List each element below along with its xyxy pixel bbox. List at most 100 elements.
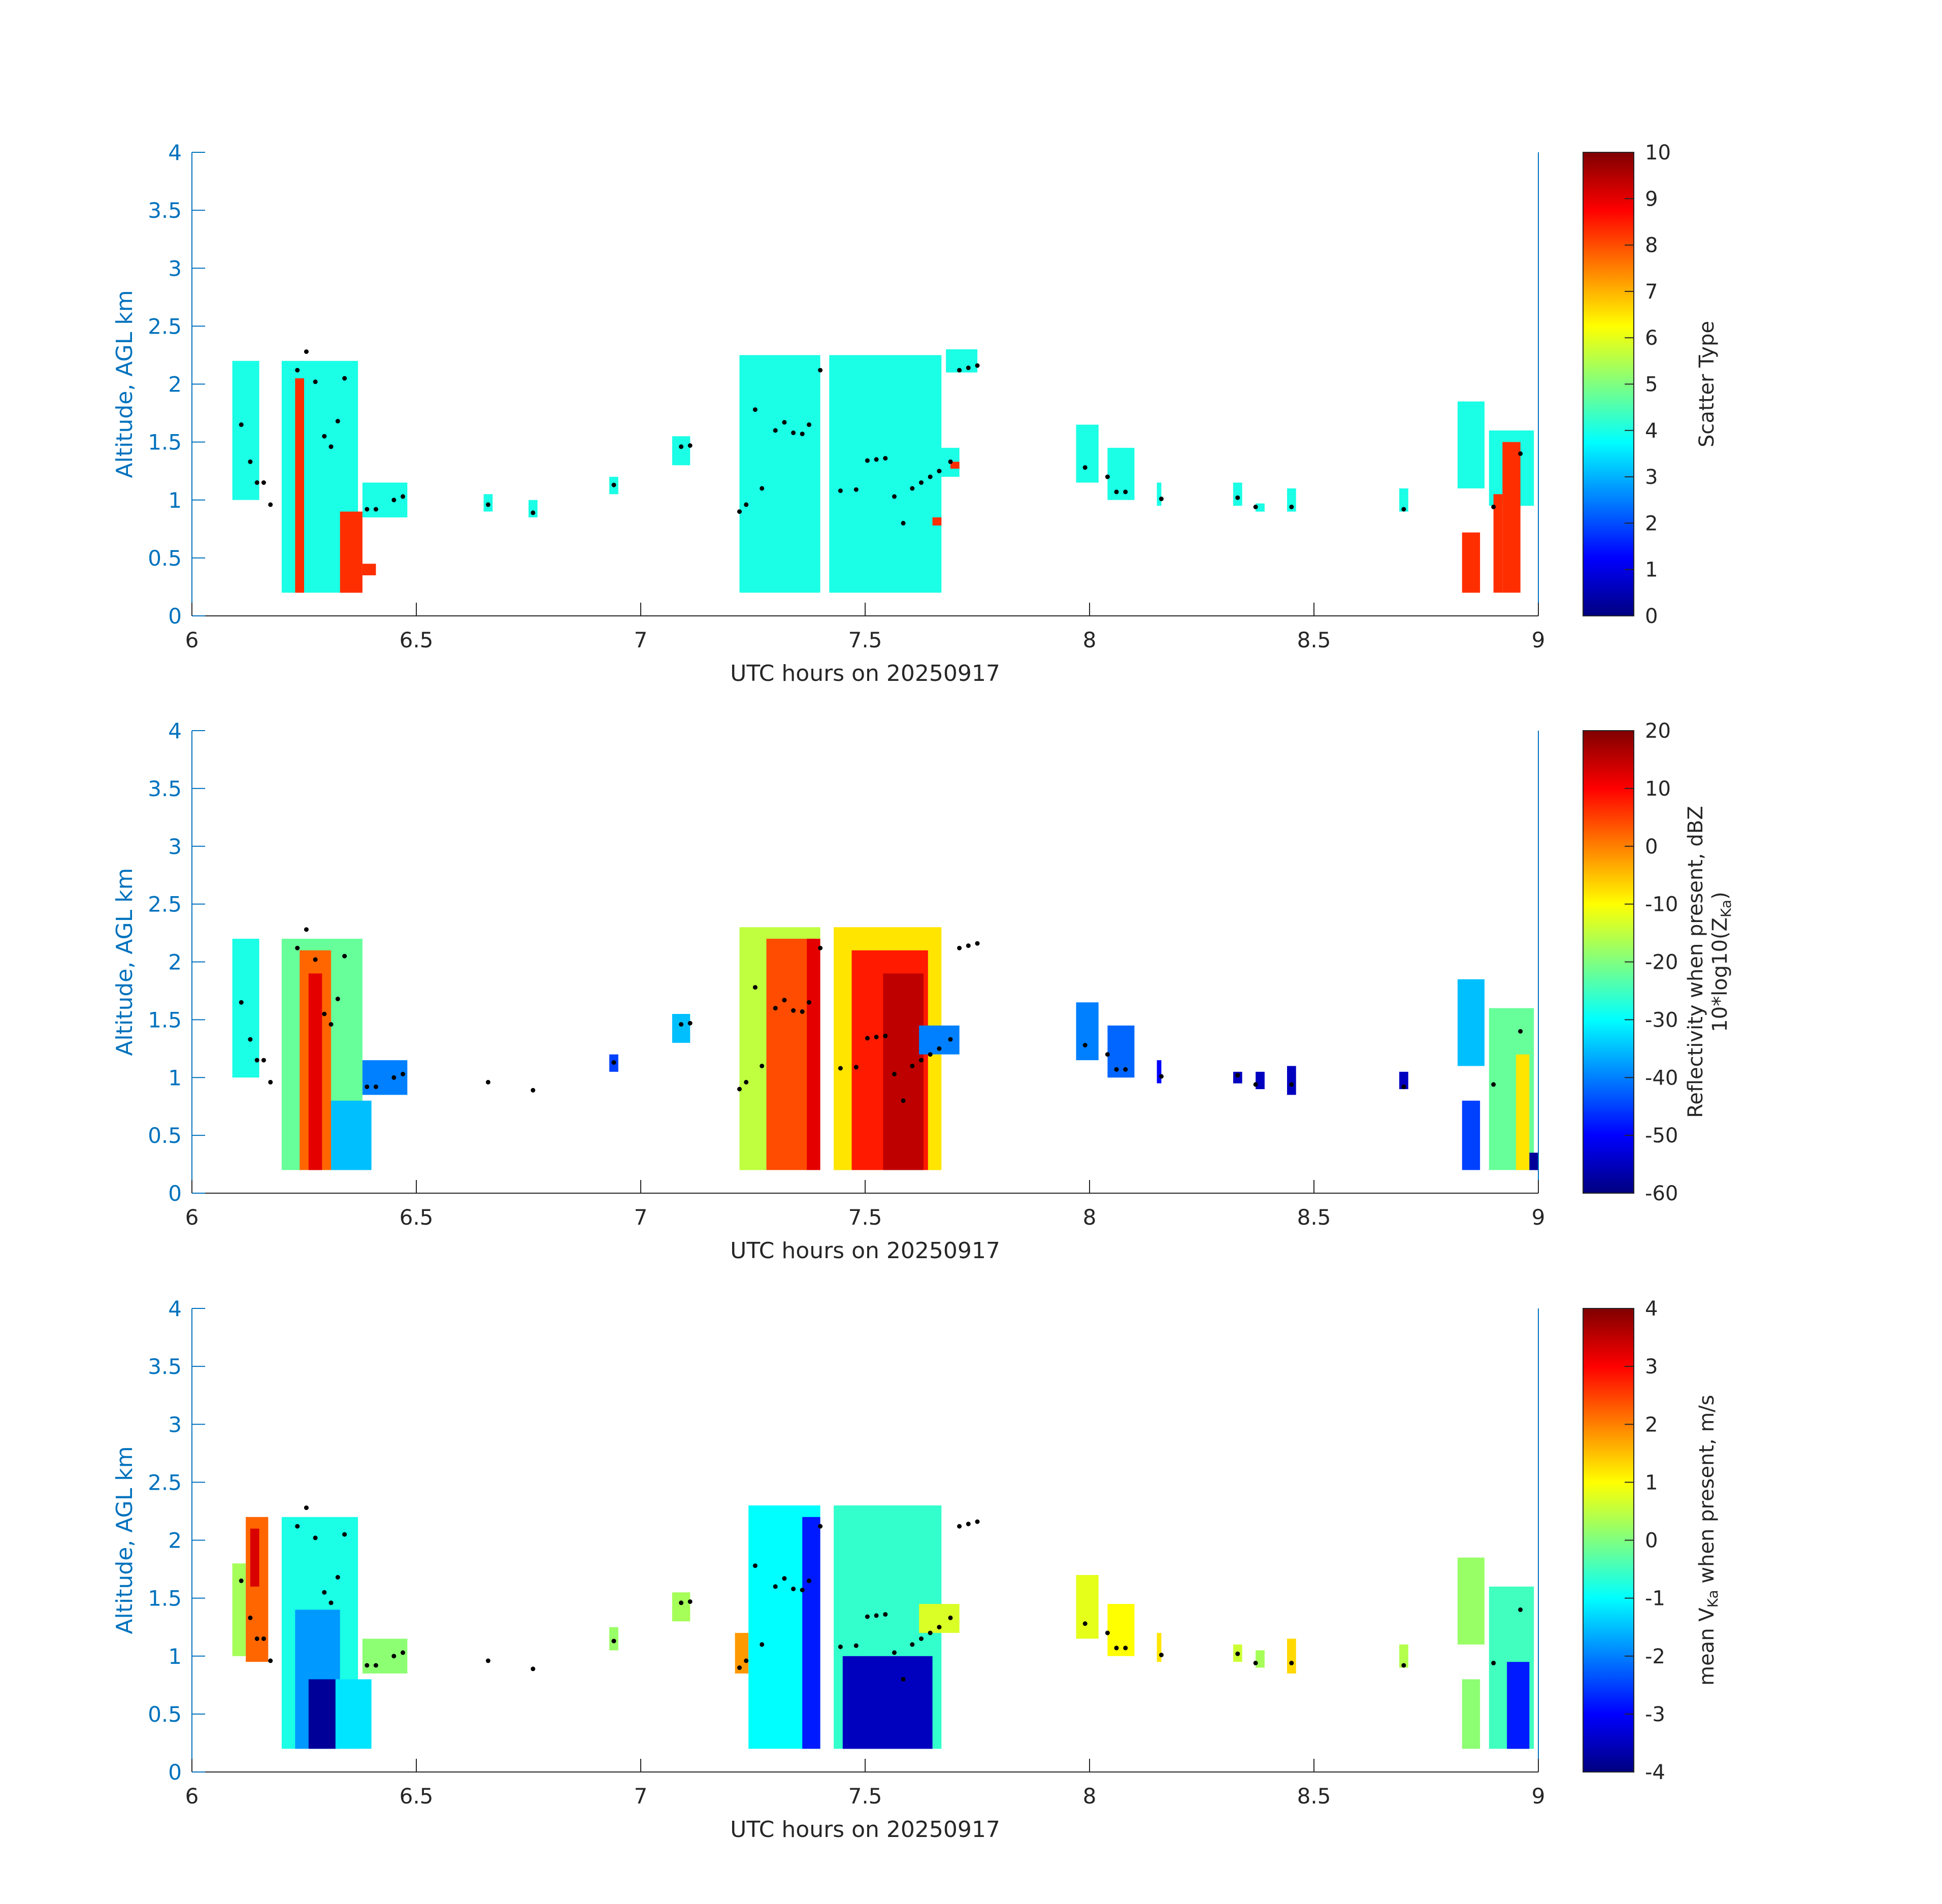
y-tick-label: 3 <box>168 1412 182 1437</box>
overlay-point-1-44 <box>966 366 971 370</box>
x-tick-label: 6.5 <box>400 628 434 652</box>
overlay-point-3-52 <box>1253 1660 1258 1665</box>
heatmap-cell-2-10 <box>807 938 820 1170</box>
overlay-point-3-6 <box>304 1505 309 1511</box>
overlay-point-2-38 <box>910 1064 915 1068</box>
overlay-point-2-52 <box>1253 1082 1258 1087</box>
heatmap-cell-3-5 <box>308 1679 336 1749</box>
overlay-point-1-21 <box>737 509 742 514</box>
colorbar-tick-label: 0 <box>1645 605 1658 628</box>
overlay-point-1-42 <box>948 459 953 464</box>
heatmap-cell-3-8 <box>609 1627 618 1651</box>
overlay-point-2-51 <box>1235 1073 1240 1078</box>
heatmap-cell-2-16 <box>1107 1025 1135 1078</box>
x-tick-label: 6.5 <box>400 1205 434 1230</box>
x-tick-label: 8.5 <box>1297 1205 1331 1230</box>
overlay-point-2-16 <box>485 1079 490 1085</box>
overlay-point-3-8 <box>322 1590 327 1595</box>
overlay-point-3-50 <box>1159 1653 1164 1657</box>
colorbar-tick-label: 0 <box>1645 835 1658 859</box>
x-tick-label: 7 <box>634 628 648 652</box>
overlay-point-2-42 <box>948 1037 953 1042</box>
heatmap-cell-2-4 <box>331 1100 372 1170</box>
overlay-point-2-18 <box>611 1060 616 1065</box>
overlay-point-1-27 <box>791 430 796 435</box>
overlay-point-3-40 <box>928 1630 933 1635</box>
overlay-point-2-12 <box>365 1085 370 1089</box>
heatmap-cell-3-23 <box>1457 1557 1485 1645</box>
overlay-point-3-56 <box>1518 1607 1523 1612</box>
overlay-point-3-7 <box>313 1535 318 1540</box>
overlay-point-1-45 <box>975 363 980 368</box>
heatmap-cell-2-0 <box>232 938 259 1078</box>
overlay-point-1-4 <box>268 502 273 507</box>
overlay-point-1-17 <box>531 510 536 515</box>
overlay-point-1-1 <box>248 459 253 464</box>
overlay-point-1-24 <box>760 486 765 491</box>
overlay-point-2-30 <box>818 945 823 950</box>
overlay-point-1-13 <box>373 507 378 512</box>
overlay-point-1-38 <box>910 486 915 491</box>
x-tick-label: 8 <box>1083 1784 1097 1809</box>
x-tick-label: 9 <box>1532 1784 1545 1809</box>
colorbar-tick-label: 1 <box>1645 559 1658 582</box>
y-tick-label: 2.5 <box>148 314 182 339</box>
y-tick-label: 1.5 <box>148 1007 182 1032</box>
heatmap-cell-3-0 <box>232 1563 246 1656</box>
heatmap-cell-3-22 <box>1399 1644 1408 1668</box>
y-tick-label: 3.5 <box>148 198 182 223</box>
colorbar-tick-label: 6 <box>1645 326 1658 350</box>
overlay-point-3-16 <box>485 1658 490 1663</box>
panel-1: 0 0.5 1 1.5 2 2.5 3 3.5 4 6 6.5 7 7.5 8 8.5 9 UTC hours … <box>112 140 1719 686</box>
overlay-point-3-32 <box>853 1643 859 1648</box>
overlay-point-1-18 <box>611 482 616 487</box>
overlay-point-2-32 <box>853 1065 859 1070</box>
overlay-point-2-40 <box>928 1052 933 1057</box>
overlay-point-3-26 <box>782 1576 787 1581</box>
heatmap-cell-2-7 <box>672 1014 690 1043</box>
heatmap-cell-1-17 <box>1107 448 1135 500</box>
colorbar-tick-label: 5 <box>1645 373 1658 397</box>
overlay-point-3-45 <box>975 1519 980 1524</box>
colorbar-tick-label: -40 <box>1645 1066 1678 1090</box>
overlay-point-3-20 <box>687 1599 693 1604</box>
colorbar-tick-label: 1 <box>1645 1471 1658 1494</box>
heatmap-cell-2-20 <box>1287 1066 1296 1095</box>
overlay-point-2-55 <box>1491 1082 1496 1087</box>
x-tick-label: 8.5 <box>1297 1784 1331 1809</box>
colorbar-tick-label: 2 <box>1645 1413 1658 1436</box>
colorbar-1: 0 1 2 3 4 5 6 7 8 9 10 Scatter Type <box>1583 141 1719 628</box>
overlay-point-2-3 <box>261 1058 266 1063</box>
overlay-point-2-41 <box>937 1046 942 1051</box>
overlay-point-1-53 <box>1289 504 1294 509</box>
colorbar-tick-label: 0 <box>1645 1529 1658 1553</box>
y-tick-label: 0 <box>168 1760 182 1785</box>
heatmap-cell-1-15 <box>946 349 977 373</box>
y-tick-label: 4 <box>168 718 182 743</box>
colorbar-tick-label: 2 <box>1645 512 1658 535</box>
colorbar-tick-label: 10 <box>1645 141 1671 165</box>
heatmap-cell-3-6 <box>335 1679 372 1749</box>
colorbar-tick-label: 8 <box>1645 234 1658 257</box>
overlay-point-2-33 <box>865 1036 870 1041</box>
overlay-point-3-12 <box>365 1663 370 1668</box>
y-axis-title: Altitude, AGL km <box>112 1446 138 1634</box>
overlay-point-1-48 <box>1114 489 1119 495</box>
heatmap-cell-2-3 <box>308 973 322 1170</box>
overlay-point-1-56 <box>1518 451 1523 456</box>
overlay-point-1-20 <box>687 443 693 448</box>
overlay-point-2-9 <box>328 1022 334 1027</box>
overlay-point-3-13 <box>373 1663 378 1668</box>
x-tick-label: 7.5 <box>848 1784 882 1809</box>
overlay-point-2-54 <box>1401 1085 1406 1089</box>
heatmap-cell-1-5 <box>362 482 408 517</box>
overlay-point-2-17 <box>531 1088 536 1093</box>
overlay-point-1-16 <box>485 502 490 507</box>
overlay-point-3-44 <box>966 1522 971 1526</box>
overlay-point-1-55 <box>1491 504 1496 509</box>
overlay-point-1-3 <box>261 480 266 485</box>
colorbar-tick-label: 9 <box>1645 187 1658 211</box>
overlay-point-1-14 <box>391 498 397 503</box>
panel-2: 0 0.5 1 1.5 2 2.5 3 3.5 4 6 6.5 7 7.5 8 8.5 9 UTC hours … <box>112 718 1734 1264</box>
heatmap-cell-1-24 <box>1462 532 1480 593</box>
